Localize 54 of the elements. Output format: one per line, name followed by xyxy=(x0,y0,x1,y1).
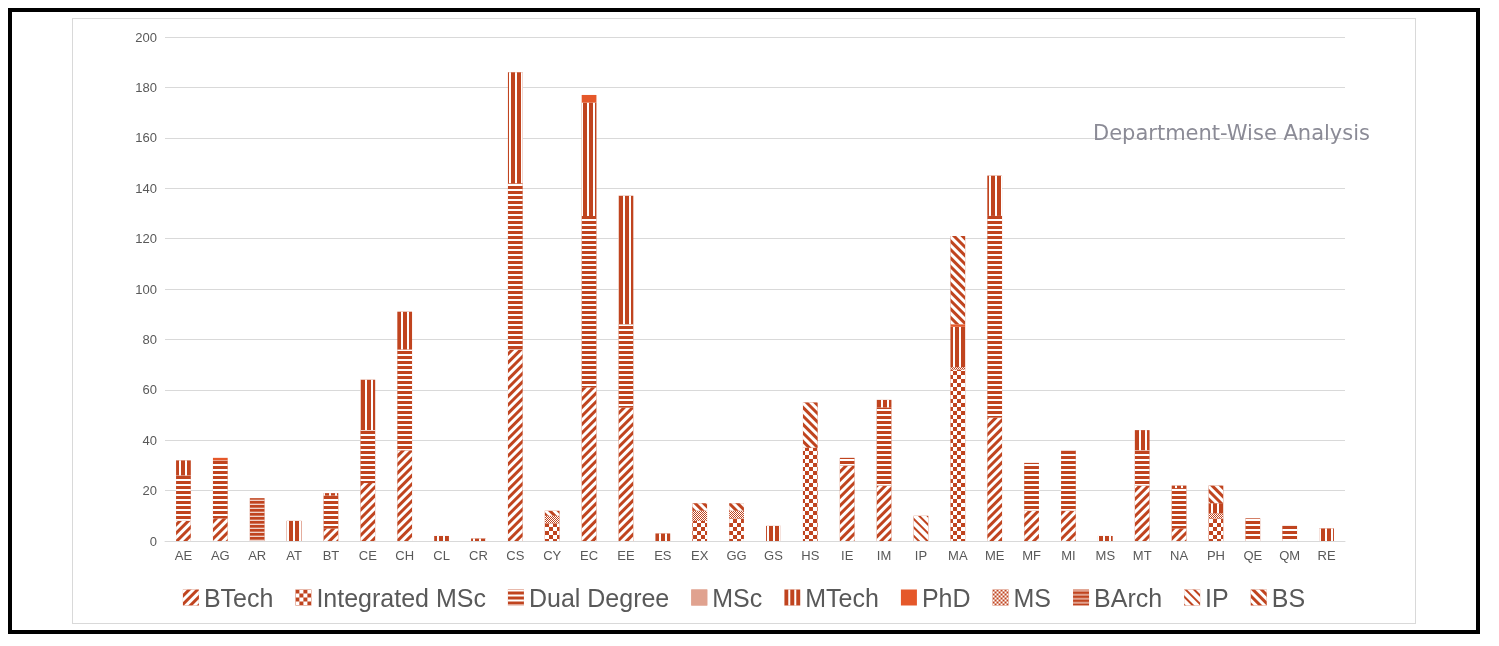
x-tick-label: CL xyxy=(433,548,450,563)
x-tick-label: NA xyxy=(1170,548,1189,563)
x-tick-label: MS xyxy=(1095,548,1116,563)
x-tick-label: CE xyxy=(358,548,378,563)
x-tick-label: AE xyxy=(174,548,193,563)
x-tick-label: MA xyxy=(948,548,968,563)
x-tick-label: EX xyxy=(691,548,709,563)
x-tick-label: IM xyxy=(876,548,892,563)
x-tick-label: EE xyxy=(617,548,635,563)
y-tick-label: 80 xyxy=(142,331,157,347)
x-tick-label: MF xyxy=(1022,548,1041,563)
x-tick-label: QM xyxy=(1279,548,1301,563)
x-tick-label: CR xyxy=(469,548,488,563)
x-tick-label: AR xyxy=(248,548,267,563)
legend-label: Integrated MSc xyxy=(316,583,486,612)
legend-label: MS xyxy=(1013,583,1052,612)
x-tick-label: PH xyxy=(1206,548,1225,563)
legend-label: PhD xyxy=(921,583,971,612)
x-tick-label: CY xyxy=(543,548,562,563)
x-tick-label: AT xyxy=(286,548,302,563)
x-tick-label: MI xyxy=(1061,548,1076,563)
y-tick-label: 0 xyxy=(149,533,157,549)
y-tick-label: 200 xyxy=(135,29,157,45)
y-tick-label: 60 xyxy=(142,382,157,398)
x-tick-label: CS xyxy=(506,548,525,563)
y-tick-label: 160 xyxy=(135,130,157,146)
legend-label: BTech xyxy=(203,583,274,612)
x-tick-label: IP xyxy=(914,548,928,563)
x-tick-label: ES xyxy=(654,548,672,563)
legend-label: MTech xyxy=(805,583,879,612)
x-tick-label: ME xyxy=(984,548,1005,563)
y-tick-label: 120 xyxy=(135,231,157,247)
y-tick-label: 40 xyxy=(142,432,157,448)
legend-label: MSc xyxy=(712,583,763,612)
y-tick-label: 20 xyxy=(142,483,157,499)
x-tick-label: MT xyxy=(1132,548,1152,563)
x-tick-label: AG xyxy=(210,548,230,563)
x-tick-label: EC xyxy=(580,548,599,563)
x-tick-label: BT xyxy=(322,548,340,563)
legend-label: Dual Degree xyxy=(528,583,670,612)
legend-label: BArch xyxy=(1094,583,1163,612)
x-tick-label: GS xyxy=(764,548,784,563)
legend-label: IP xyxy=(1205,583,1229,612)
x-tick-label: IE xyxy=(841,548,854,563)
y-tick-label: 100 xyxy=(135,281,157,297)
x-tick-label: QE xyxy=(1243,548,1263,563)
text: Department-Wise Analysis xyxy=(1093,120,1370,145)
x-tick-label: RE xyxy=(1317,548,1336,563)
legend-label: BS xyxy=(1271,583,1306,612)
x-tick-label: CH xyxy=(395,548,415,563)
y-tick-label: 140 xyxy=(135,180,157,196)
x-tick-label: GG xyxy=(726,548,747,563)
x-tick-label: HS xyxy=(801,548,820,563)
y-tick-label: 180 xyxy=(135,79,157,95)
